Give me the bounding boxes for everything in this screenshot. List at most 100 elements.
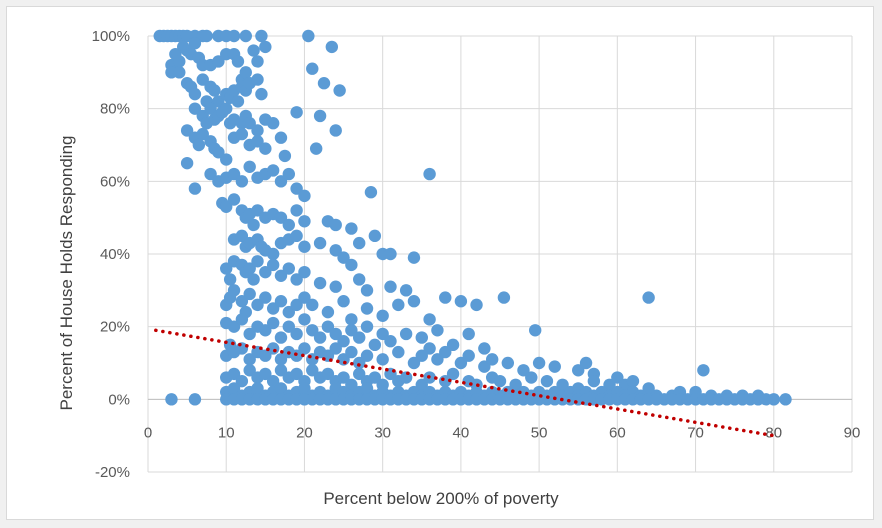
data-point [454,295,468,308]
data-point [223,273,237,286]
data-point [220,153,233,166]
data-point [329,218,342,232]
data-point [611,371,624,384]
trendline [154,328,776,438]
data-point [259,349,272,362]
data-point [298,382,311,395]
data-point [227,284,241,297]
data-point [360,302,374,315]
data-point [290,229,303,243]
x-tick-label: 10 [218,424,235,441]
data-point [173,66,186,79]
data-point [485,353,499,366]
data-point [446,367,460,381]
data-point [337,295,350,308]
data-point [235,313,249,326]
data-point [173,55,186,68]
data-point [251,73,264,86]
y-tick-label: 60% [100,173,130,190]
data-point [415,378,428,391]
data-point [274,382,288,395]
data-point [212,146,225,159]
data-point [321,367,335,381]
data-point [282,218,295,232]
data-point [368,338,382,352]
data-point [313,331,327,344]
y-tick-label: 0% [108,391,130,408]
data-point [243,117,256,130]
data-point [231,95,245,108]
data-point [188,87,202,101]
data-point [345,313,358,326]
data-point [353,273,366,286]
data-point [329,342,342,355]
data-point [243,327,256,341]
data-point [251,124,264,137]
data-point [220,262,233,275]
data-point [501,356,515,370]
data-point [235,175,249,188]
x-axis-title: Percent below 200% of poverty [323,489,559,508]
data-point [243,287,256,301]
data-point [243,160,256,173]
data-point [407,356,421,370]
data-point [231,55,245,68]
y-axis-title: Percent of House Holds Responding [57,136,76,411]
data-point [392,298,405,312]
data-point [247,44,260,57]
data-point [517,364,530,377]
data-point [337,371,350,384]
data-point [298,313,311,326]
data-point [259,367,272,381]
data-point [345,345,358,359]
data-point [529,324,542,337]
data-point [376,353,389,366]
data-point [188,393,202,406]
data-point [454,356,468,370]
data-point [235,127,249,141]
data-point [337,353,350,366]
data-point [407,295,421,308]
data-point [298,265,311,279]
data-point [266,164,280,177]
data-point [290,367,303,381]
data-point [579,356,593,370]
data-point [376,327,389,341]
data-point [282,305,295,319]
data-point [572,364,585,377]
data-point [282,320,295,333]
data-point [525,371,538,384]
data-point [345,258,358,272]
data-point [266,302,280,315]
data-point [290,204,303,217]
data-point [423,342,436,355]
data-point [200,29,213,43]
y-axis-tick-labels: -20% 0% 20% 40% 60% 80% 100% [92,28,130,481]
data-point [274,269,288,282]
data-point [274,175,288,188]
x-tick-label: 30 [374,424,391,441]
y-tick-label: 100% [92,28,130,45]
data-point [337,251,350,264]
data-point [556,378,569,391]
data-point [227,382,241,395]
data-point [399,284,413,297]
data-point [384,335,397,348]
data-points [153,29,792,406]
data-point [697,364,710,377]
data-point [188,102,202,115]
data-point [290,298,303,312]
data-point [251,298,264,312]
data-point [188,37,202,50]
data-point [368,371,382,384]
data-point [470,298,483,312]
data-point [368,229,382,243]
data-point [196,73,209,86]
data-point [364,186,378,199]
data-point [399,371,413,384]
data-point [497,291,511,304]
gridlines [147,35,853,473]
data-point [298,291,311,304]
data-point [204,102,217,115]
